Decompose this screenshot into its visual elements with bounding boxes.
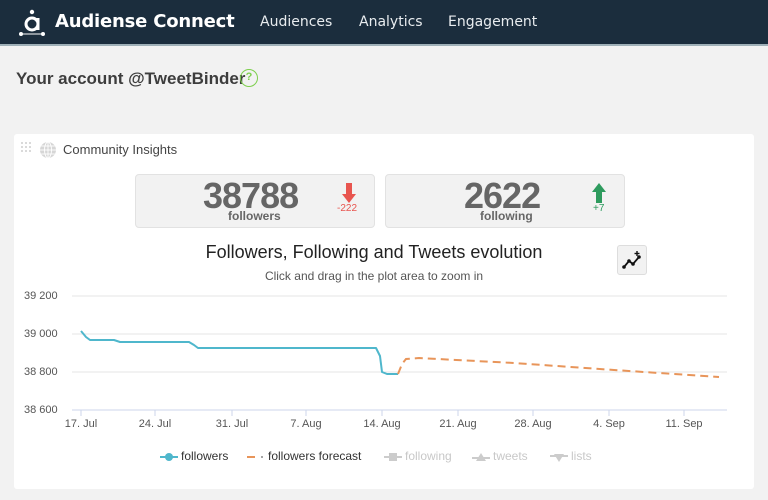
legend-square-marker-icon: [384, 453, 402, 461]
following-label: following: [480, 209, 533, 223]
legend-circle-marker-icon: [160, 453, 178, 461]
x-tick-label: 28. Aug: [514, 418, 552, 430]
card-footer: [14, 489, 754, 500]
y-tick-label: 39 000: [24, 328, 58, 340]
followers-stat: 38788 followers -222: [135, 174, 375, 228]
y-tick-label: 38 600: [24, 404, 58, 416]
zoom-chart-icon: [622, 251, 641, 269]
nav-audiences[interactable]: Audiences: [260, 14, 333, 30]
x-tick-label: 4. Sep: [593, 418, 625, 430]
arrow-up-icon: [592, 183, 606, 203]
y-tick-label: 39 200: [24, 290, 58, 302]
followers-forecast-series-line: [397, 356, 720, 378]
chart-subtitle: Click and drag in the plot area to zoom …: [264, 269, 484, 283]
brand-name[interactable]: Audiense Connect: [55, 11, 235, 32]
x-tick-label: 14. Aug: [363, 418, 401, 430]
x-tick-label: 21. Aug: [439, 418, 477, 430]
x-tick-label: 31. Jul: [215, 418, 249, 430]
legend-item-following[interactable]: following: [384, 449, 464, 465]
nav-engagement[interactable]: Engagement: [448, 14, 538, 30]
followers-count: 38788: [203, 175, 299, 216]
arrow-down-icon: [342, 183, 356, 203]
following-stat: 2622 following +7: [385, 174, 625, 228]
legend-item-lists[interactable]: lists: [550, 449, 600, 465]
x-tick-label: 17. Jul: [64, 418, 98, 430]
community-insights-card: Community Insights 38788 followers -222 …: [14, 134, 754, 489]
nav-analytics[interactable]: Analytics: [359, 14, 423, 30]
card-title: Community Insights: [63, 142, 178, 157]
top-navigation-bar: Audiense Connect Audiences Analytics Eng…: [0, 0, 768, 46]
chart-title: Followers, Following and Tweets evolutio…: [205, 242, 543, 262]
drag-handle-icon[interactable]: [20, 141, 32, 153]
help-icon[interactable]: ?: [240, 69, 258, 87]
legend-item-tweets[interactable]: tweets: [472, 449, 537, 465]
zoom-chart-button[interactable]: [617, 245, 647, 275]
legend-item-followers-forecast[interactable]: followers forecast: [247, 449, 372, 465]
x-tick-label: 24. Jul: [138, 418, 172, 430]
followers-series-line: [80, 330, 398, 375]
page-title: Your account @TweetBinder: [16, 69, 246, 88]
following-count: 2622: [464, 175, 541, 216]
x-tick-label: 11. Sep: [665, 418, 703, 430]
legend-triangle-down-marker-icon: [550, 454, 568, 462]
followers-delta: -222: [337, 203, 358, 214]
legend-dash-marker-icon: [247, 456, 263, 458]
y-tick-label: 38 800: [24, 366, 58, 378]
legend-triangle-marker-icon: [472, 453, 490, 461]
audiense-logo-icon[interactable]: [18, 9, 46, 37]
globe-icon: [40, 141, 56, 159]
followers-label: followers: [228, 209, 281, 223]
followers-line-chart[interactable]: [14, 134, 754, 434]
following-delta: +7: [593, 203, 605, 214]
legend-item-followers[interactable]: followers: [160, 449, 240, 465]
x-tick-label: 7. Aug: [290, 418, 322, 430]
